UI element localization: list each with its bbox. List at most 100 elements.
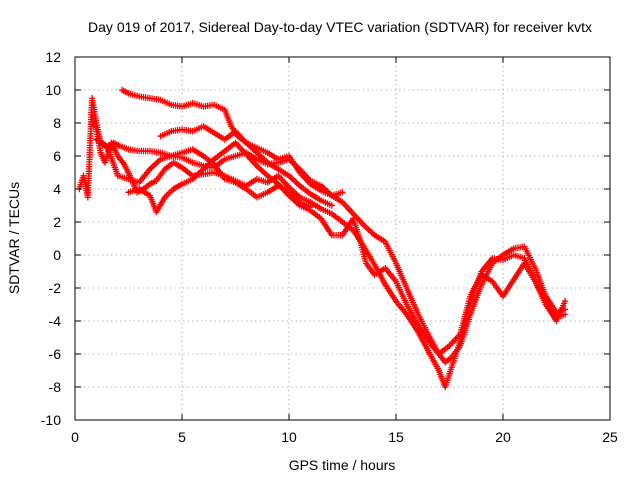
data-point [125,146,132,153]
y-tick-label: 10 [45,82,61,98]
data-point [296,182,303,189]
data-point [446,342,453,349]
data-point [307,190,314,198]
data-point [168,128,175,135]
data-point [146,192,154,199]
data-point [392,260,400,267]
data-point [103,142,111,150]
data-point [264,149,271,156]
data-point [221,175,228,183]
data-point [442,383,449,391]
data-point [382,265,389,272]
data-point [510,251,517,259]
y-tick-label: -2 [49,280,62,296]
x-tick-label: 5 [178,429,186,445]
data-point [189,100,196,107]
data-point [285,152,293,160]
data-point [243,151,250,158]
y-tick-label: 0 [53,247,61,263]
data-point [264,189,271,196]
y-tick-label: -10 [41,412,61,428]
data-point [457,337,464,344]
data-point [253,194,261,201]
y-tick-label: 12 [45,49,61,65]
data-point [232,179,239,186]
grid [75,57,610,420]
data-point [382,281,389,288]
data-point [157,156,164,163]
data-point [317,205,325,212]
data-point [136,179,143,186]
data-point [561,298,569,305]
data-point [371,232,378,239]
data-point [93,136,100,143]
series-track-d [127,140,568,356]
data-point [146,147,154,155]
data-point [435,367,442,374]
data-point [243,139,250,146]
series-track-a [76,97,567,365]
data-point [168,152,175,160]
data-point [93,126,100,133]
data-point [328,202,335,209]
data-point [221,136,228,143]
data-point [114,152,121,160]
data-point [392,278,400,285]
data-point [339,189,346,196]
data-marks [76,86,569,391]
plot-frame [74,56,611,421]
data-point [424,337,432,344]
data-point [178,149,186,156]
data-point [108,139,115,146]
data-point [489,278,496,285]
data-point [467,291,475,298]
data-point [200,123,207,130]
data-point [168,101,175,109]
data-point [275,172,282,179]
data-point [200,166,207,173]
y-tick-label: -4 [49,313,62,329]
data-point [531,265,539,272]
data-point [153,208,160,216]
data-point [88,95,96,102]
data-point [243,185,250,193]
data-point [414,321,421,328]
data-point [253,144,261,151]
data-point [101,159,109,166]
data-point [221,156,228,163]
x-tick-label: 0 [71,429,79,445]
data-point [157,133,164,140]
x-tick-label: 15 [388,429,404,445]
data-point [210,169,218,176]
x-tick-labels: 0 5 10 15 20 25 [71,429,618,445]
data-point [317,215,325,222]
data-point [189,159,196,166]
data-point [360,222,368,229]
data-point [442,359,449,366]
data-point [232,128,239,135]
data-point [157,149,164,156]
data-point [339,218,346,226]
series-track-f [94,137,312,210]
data-point [228,123,235,130]
axis-ticks [74,56,611,421]
data-point [264,172,271,179]
data-point [403,284,410,292]
x-tick-label: 25 [602,429,618,445]
x-tick-label: 10 [281,429,297,445]
data-point [200,152,207,160]
data-point [210,101,218,109]
data-point [146,166,154,173]
data-point [170,159,177,166]
data-point [146,180,154,188]
data-point [371,261,378,269]
data-point [521,243,528,250]
data-point [356,235,363,242]
y-tick-label: 8 [53,115,61,131]
data-point [264,159,271,166]
data-point [116,142,124,150]
data-point [253,156,261,163]
data-point [317,187,325,194]
data-point [362,260,370,267]
data-point [121,161,128,168]
